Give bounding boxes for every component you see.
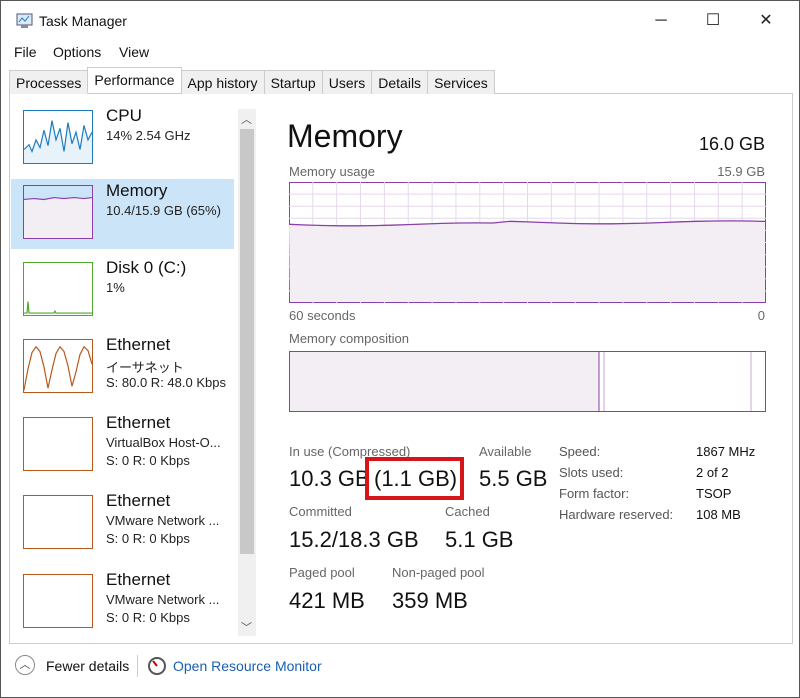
sidebar-item-disk-0-c-[interactable]: Disk 0 (C:) 1% (11, 256, 234, 326)
ethernet-thumbnail-graph (23, 339, 93, 393)
minimize-button[interactable]: ─ (655, 12, 667, 29)
sidebar-item-cpu[interactable]: CPU 14% 2.54 GHz (11, 104, 234, 174)
total-memory: 16.0 GB (698, 134, 765, 154)
ethernet-thumbnail-graph (23, 417, 93, 471)
sidebar-item-rate: S: 0 R: 0 Kbps (106, 531, 190, 546)
memory-composition-bar (289, 351, 766, 412)
cpu-thumbnail-graph (23, 110, 93, 164)
sidebar-item-rate: S: 0 R: 0 Kbps (106, 610, 190, 625)
fewer-details-button[interactable]: Fewer details (46, 658, 130, 674)
chevron-up-icon[interactable]: ︿ (15, 655, 35, 675)
time-end: 0 (757, 308, 765, 323)
committed-value: 15.2/18.3 GB (289, 527, 419, 552)
performance-panel (9, 94, 793, 644)
menu-options[interactable]: Options (53, 44, 102, 60)
sidebar-item-rate: S: 80.0 R: 48.0 Kbps (106, 375, 226, 390)
spec-label: Speed: (559, 444, 601, 459)
usage-max: 15.9 GB (717, 164, 765, 179)
sidebar-item-detail: 10.4/15.9 GB (65%) (106, 203, 221, 218)
open-resource-monitor-link[interactable]: Open Resource Monitor (173, 658, 322, 674)
tab-services[interactable]: Services (427, 70, 495, 94)
page-title: Memory (287, 118, 403, 154)
tab-startup[interactable]: Startup (263, 70, 323, 94)
scroll-up-icon[interactable]: ︿ (241, 114, 252, 126)
spec-label: Form factor: (559, 486, 630, 501)
footer-divider (137, 655, 138, 677)
sidebar-item-ethernet-2[interactable]: Ethernet VirtualBox Host-O... S: 0 R: 0 … (11, 411, 234, 481)
sidebar-item-ethernet-1[interactable]: Ethernet イーサネット S: 80.0 R: 48.0 Kbps (11, 333, 234, 403)
usage-label: Memory usage (289, 164, 375, 179)
sidebar-item-detail: VMware Network ... (106, 513, 220, 528)
scroll-down-icon[interactable]: ﹀ (241, 622, 252, 634)
spec-label: Hardware reserved: (559, 507, 674, 522)
sidebar-item-name: Ethernet (106, 491, 171, 510)
maximize-button[interactable]: ☐ (705, 12, 721, 29)
sidebar-item-memory[interactable]: Memory 10.4/15.9 GB (65%) (11, 179, 234, 249)
sidebar-item-ethernet-3[interactable]: Ethernet VMware Network ... S: 0 R: 0 Kb… (11, 489, 234, 559)
available-value: 5.5 GB (479, 466, 548, 491)
available-label: Available (479, 444, 532, 459)
sidebar-item-ethernet-4[interactable]: Ethernet VMware Network ... S: 0 R: 0 Kb… (11, 568, 234, 638)
ethernet-thumbnail-graph (23, 574, 93, 628)
close-button[interactable]: ✕ (759, 12, 773, 29)
sidebar-item-detail: イーサネット (106, 360, 184, 375)
composition-label: Memory composition (289, 331, 409, 346)
sidebar-item-name: Ethernet (106, 570, 171, 589)
scrollbar-thumb[interactable] (240, 129, 254, 554)
tab-users[interactable]: Users (321, 70, 373, 94)
menu-view[interactable]: View (119, 44, 150, 60)
sidebar-item-name: Memory (106, 181, 168, 200)
spec-value: TSOP (696, 486, 732, 501)
sidebar-item-name: Disk 0 (C:) (106, 258, 187, 277)
in-use-value: 10.3 GB (289, 466, 370, 491)
nonpaged-label: Non-paged pool (392, 565, 485, 580)
sidebar-item-detail: VMware Network ... (106, 592, 220, 607)
window-title: Task Manager (39, 13, 127, 29)
spec-value: 108 MB (696, 507, 741, 522)
tab-app-history[interactable]: App history (180, 70, 265, 94)
resource-monitor-icon (148, 657, 166, 675)
in-use-label: In use (Compressed) (289, 444, 411, 459)
sidebar-item-name: CPU (106, 106, 142, 125)
cached-label: Cached (445, 504, 490, 519)
sidebar-item-detail: VirtualBox Host-O... (106, 435, 221, 450)
tab-details[interactable]: Details (371, 70, 429, 94)
highlight-box (365, 457, 464, 500)
cached-value: 5.1 GB (445, 527, 514, 552)
paged-label: Paged pool (289, 565, 355, 580)
nonpaged-value: 359 MB (392, 588, 468, 613)
spec-value: 2 of 2 (696, 465, 729, 480)
spec-label: Slots used: (559, 465, 624, 480)
spec-value: 1867 MHz (696, 444, 756, 459)
menu-file[interactable]: File (14, 44, 37, 60)
task-manager-icon (16, 13, 33, 28)
memory-thumbnail-graph (23, 185, 93, 239)
compressed-value: (1.1 GB) (374, 466, 458, 491)
sidebar-item-detail: 14% 2.54 GHz (106, 128, 191, 143)
sidebar-item-detail: 1% (106, 280, 125, 295)
tab-processes[interactable]: Processes (9, 70, 89, 94)
ethernet-thumbnail-graph (23, 495, 93, 549)
sidebar-item-rate: S: 0 R: 0 Kbps (106, 453, 190, 468)
sidebar-item-name: Ethernet (106, 335, 171, 354)
memory-usage-graph (289, 182, 766, 303)
time-label: 60 seconds (289, 308, 356, 323)
in-use-segment (290, 352, 599, 411)
sidebar-item-name: Ethernet (106, 413, 171, 432)
committed-label: Committed (289, 504, 352, 519)
tab-bar: Processes Performance App history Startu… (9, 67, 793, 94)
paged-value: 421 MB (289, 588, 365, 613)
tab-performance[interactable]: Performance (87, 67, 182, 93)
disk-thumbnail-graph (23, 262, 93, 316)
